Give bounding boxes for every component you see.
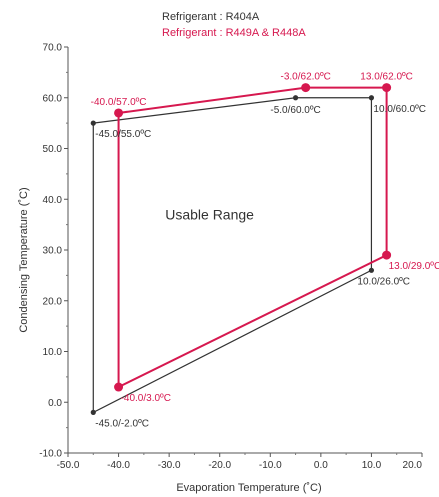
- data-point: [114, 108, 124, 118]
- data-label: -45.0/-2.0ºC: [95, 418, 149, 429]
- data-point: [301, 83, 311, 93]
- data-label: -45.0/55.0ºC: [95, 129, 151, 140]
- point-labels: -45.0/55.0ºC -5.0/60.0ºC 10.0/60.0ºC 10.0/2…: [91, 72, 439, 430]
- x-tick-label: -30.0: [158, 460, 181, 471]
- legend-entry-0: Refrigerant : R404A: [162, 11, 260, 23]
- data-label: 13.0/29.0ºC: [389, 261, 439, 272]
- y-tick-label: 30.0: [43, 246, 63, 257]
- y-tick-label: -10.0: [39, 449, 62, 460]
- y-tick-label: 0.0: [48, 398, 62, 409]
- legend-entry-1: Refrigerant : R449A & R448A: [162, 27, 306, 39]
- data-point: [368, 267, 375, 273]
- series-outline-1: [117, 86, 388, 389]
- series-outline-0: [92, 97, 373, 414]
- data-label: 10.0/60.0ºC: [373, 104, 426, 115]
- y-tick-label: 60.0: [43, 93, 63, 104]
- x-tick-label: -10.0: [259, 460, 282, 471]
- data-label: -5.0/60.0ºC: [270, 105, 320, 116]
- y-tick-label: 10.0: [43, 347, 63, 358]
- y-axis-title: Condensing Temperature (˚C): [18, 187, 30, 332]
- data-point: [382, 250, 392, 260]
- data-point: [90, 120, 96, 126]
- x-tick-label: 0.0: [314, 460, 328, 471]
- y-tick-label: 70.0: [43, 43, 63, 54]
- data-point: [90, 409, 96, 415]
- x-axis-title: Evaporation Temperature (˚C): [176, 482, 321, 494]
- data-label: 10.0/26.0ºC: [357, 276, 410, 287]
- data-label: 13.0/62.0ºC: [360, 72, 413, 83]
- x-tick-label: 20.0: [403, 460, 423, 471]
- data-point: [382, 83, 392, 93]
- usable-range-label: Usable Range: [165, 206, 254, 222]
- data-label: -40.0/3.0ºC: [121, 393, 171, 404]
- y-tick-label: 40.0: [43, 195, 63, 206]
- x-tick-label: -20.0: [208, 460, 231, 471]
- legend: Refrigerant : R404A Refrigerant : R449A &…: [162, 11, 306, 39]
- x-tick-label: -50.0: [57, 460, 80, 471]
- x-tick-label: -40.0: [107, 460, 130, 471]
- x-tick-label: 10.0: [362, 460, 382, 471]
- data-point: [292, 95, 299, 101]
- data-label: -40.0/57.0ºC: [91, 97, 147, 108]
- data-label: -3.0/62.0ºC: [281, 72, 331, 83]
- series-layer: [90, 83, 392, 415]
- data-point: [114, 382, 124, 392]
- axes: -10.0 0.0 10.0 20.0 30.0 40.0 50.0 60.0 70.0 -50.…: [39, 43, 423, 471]
- data-point: [368, 95, 375, 101]
- y-tick-label: 20.0: [43, 296, 63, 307]
- y-tick-label: 50.0: [43, 144, 63, 155]
